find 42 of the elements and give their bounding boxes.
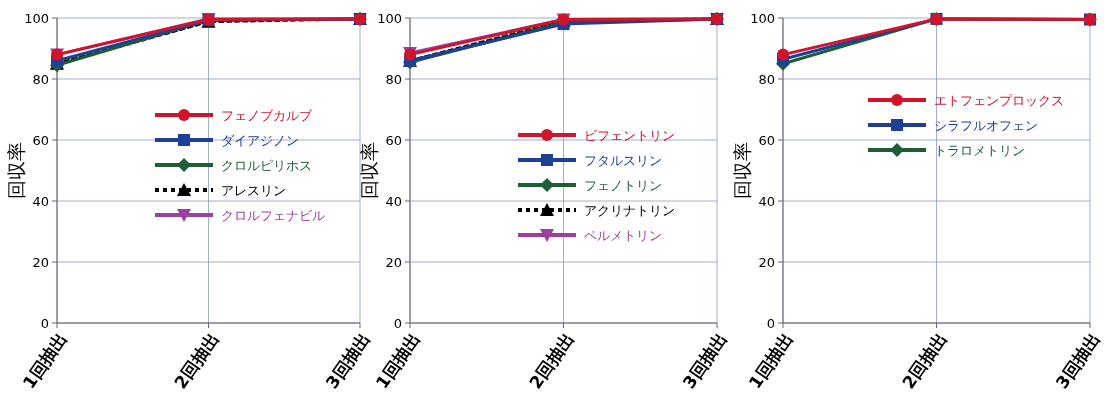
y-tick-label: 20: [758, 254, 775, 270]
y-tick-label: 0: [393, 315, 402, 331]
y-tick-label: 60: [385, 132, 402, 148]
y-axis-title: 回収率: [358, 142, 380, 199]
y-tick-label: 80: [758, 71, 775, 87]
y-tick-label: 40: [758, 193, 775, 209]
y-tick-label: 100: [750, 10, 775, 26]
y-tick-label: 40: [385, 193, 402, 209]
legend-label: ペルメトリン: [584, 227, 662, 243]
x-tick-label: 1回抽出: [744, 329, 798, 393]
x-tick-label: 3回抽出: [678, 329, 732, 393]
y-tick-label: 60: [32, 132, 49, 148]
x-tick-label: 2回抽出: [898, 329, 951, 393]
y-tick-label: 20: [385, 254, 402, 270]
y-tick-label: 40: [32, 193, 49, 209]
point: [777, 48, 789, 61]
y-tick-label: 80: [385, 71, 402, 87]
y-tick-label: 100: [24, 10, 49, 26]
legend-label: アレスリン: [221, 182, 286, 198]
y-tick-label: 100: [377, 10, 402, 26]
legend-label: フェノブカルブ: [221, 107, 313, 123]
y-tick-label: 0: [766, 315, 775, 331]
x-tick-label: 2回抽出: [525, 329, 578, 393]
legend-label: ダイアジノン: [221, 132, 299, 148]
legend-label: クロルフェナビル: [221, 207, 325, 223]
x-tick-label: 1回抽出: [18, 329, 72, 393]
y-axis-title: 回収率: [5, 142, 27, 199]
legend-label: クロルピリホス: [221, 157, 312, 173]
legend-label: フタルスリン: [584, 152, 662, 168]
legend-label: アクリナトリン: [584, 202, 675, 218]
y-tick-label: 60: [758, 132, 775, 148]
y-tick-label: 80: [32, 71, 49, 87]
x-tick-label: 2回抽出: [170, 329, 223, 393]
legend-label: フェノトリン: [584, 177, 662, 193]
legend-label: ビフェントリン: [584, 127, 675, 143]
y-tick-label: 20: [32, 254, 49, 270]
legend-label: エトフェンプロックス: [934, 92, 1064, 108]
y-axis-title: 回収率: [731, 142, 753, 199]
x-tick-label: 3回抽出: [1051, 329, 1104, 393]
y-tick-label: 0: [40, 315, 49, 331]
legend-label: シラフルオフェン: [934, 117, 1038, 133]
legend-label: トラロメトリン: [934, 142, 1025, 158]
